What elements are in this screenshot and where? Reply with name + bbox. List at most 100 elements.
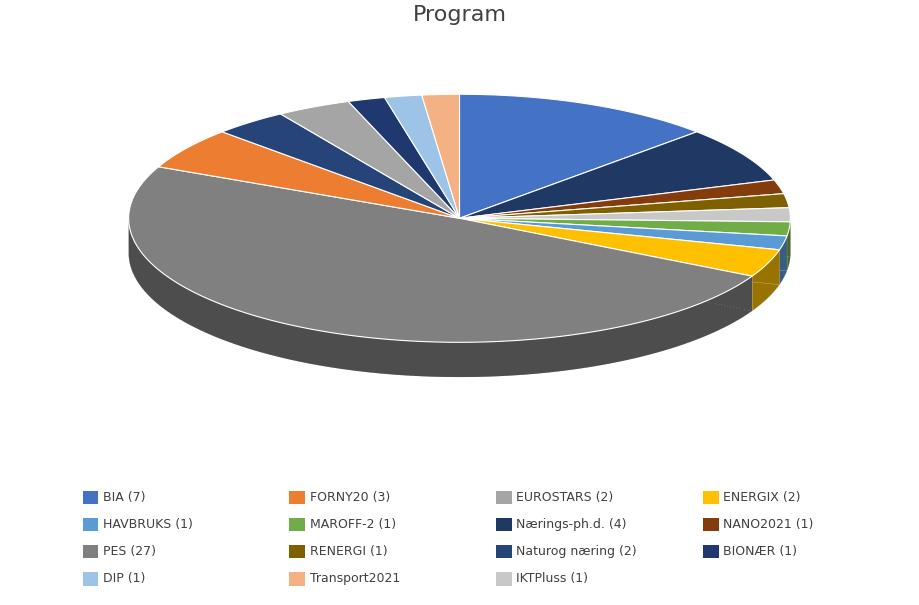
Polygon shape: [687, 307, 691, 343]
Polygon shape: [556, 336, 561, 371]
Polygon shape: [224, 306, 228, 342]
Polygon shape: [680, 310, 684, 345]
Polygon shape: [779, 236, 787, 284]
Polygon shape: [183, 286, 186, 322]
Polygon shape: [626, 324, 630, 360]
Polygon shape: [289, 324, 293, 360]
Polygon shape: [485, 342, 491, 377]
Polygon shape: [460, 208, 790, 222]
Polygon shape: [221, 304, 224, 340]
Polygon shape: [505, 341, 511, 376]
Polygon shape: [439, 342, 444, 377]
Polygon shape: [719, 294, 721, 330]
Polygon shape: [169, 278, 172, 315]
Polygon shape: [460, 342, 465, 377]
Polygon shape: [358, 336, 364, 371]
Polygon shape: [194, 292, 198, 329]
Polygon shape: [635, 322, 639, 358]
Polygon shape: [648, 319, 652, 355]
Polygon shape: [475, 342, 480, 377]
Polygon shape: [460, 180, 784, 218]
Polygon shape: [460, 132, 774, 218]
Polygon shape: [460, 218, 752, 311]
Text: BIONÆR (1): BIONÆR (1): [723, 545, 798, 558]
Polygon shape: [668, 313, 672, 349]
Polygon shape: [129, 219, 752, 377]
Polygon shape: [465, 342, 470, 377]
Polygon shape: [731, 288, 733, 324]
Polygon shape: [276, 321, 280, 357]
Polygon shape: [280, 102, 460, 218]
Polygon shape: [204, 297, 207, 333]
Polygon shape: [709, 298, 712, 335]
Polygon shape: [129, 167, 752, 342]
Polygon shape: [721, 292, 725, 329]
Polygon shape: [148, 260, 150, 297]
Text: Naturog næring (2): Naturog næring (2): [516, 545, 637, 558]
Polygon shape: [141, 251, 142, 288]
Polygon shape: [684, 308, 687, 344]
Polygon shape: [589, 332, 594, 367]
Polygon shape: [598, 330, 604, 365]
Polygon shape: [150, 262, 152, 299]
Polygon shape: [575, 334, 580, 369]
Polygon shape: [247, 313, 251, 349]
Polygon shape: [511, 341, 516, 376]
Polygon shape: [298, 327, 302, 362]
Polygon shape: [259, 317, 263, 353]
Polygon shape: [752, 250, 779, 311]
Polygon shape: [660, 316, 664, 352]
Polygon shape: [550, 337, 556, 372]
Polygon shape: [521, 340, 526, 375]
Polygon shape: [422, 94, 460, 218]
Text: Program: Program: [413, 5, 506, 25]
Polygon shape: [152, 264, 153, 301]
Polygon shape: [217, 302, 221, 339]
Polygon shape: [369, 338, 373, 373]
Polygon shape: [460, 218, 790, 257]
Polygon shape: [715, 295, 719, 332]
Polygon shape: [460, 218, 779, 284]
Polygon shape: [691, 306, 695, 342]
Polygon shape: [389, 339, 393, 374]
Polygon shape: [339, 334, 344, 369]
Polygon shape: [460, 218, 790, 236]
Polygon shape: [153, 266, 156, 302]
Polygon shape: [444, 342, 449, 377]
Polygon shape: [656, 317, 660, 353]
Polygon shape: [354, 336, 358, 371]
Polygon shape: [570, 335, 575, 370]
Polygon shape: [147, 258, 148, 295]
Polygon shape: [200, 295, 204, 332]
Polygon shape: [733, 286, 736, 322]
Text: ENERGIX (2): ENERGIX (2): [723, 491, 800, 504]
Text: Nærings-ph.d. (4): Nærings-ph.d. (4): [516, 518, 627, 531]
Polygon shape: [460, 218, 787, 250]
Polygon shape: [263, 318, 267, 354]
Polygon shape: [495, 341, 501, 376]
Polygon shape: [652, 318, 656, 354]
Polygon shape: [491, 342, 495, 376]
Polygon shape: [612, 327, 617, 363]
Polygon shape: [742, 281, 744, 318]
Text: RENERGI (1): RENERGI (1): [310, 545, 387, 558]
Polygon shape: [251, 315, 255, 350]
Polygon shape: [630, 324, 635, 359]
Polygon shape: [617, 327, 621, 362]
Polygon shape: [136, 244, 137, 280]
Text: PES (27): PES (27): [103, 545, 156, 558]
Polygon shape: [160, 271, 163, 307]
Polygon shape: [565, 335, 570, 370]
Polygon shape: [728, 289, 731, 325]
Polygon shape: [143, 255, 145, 292]
Polygon shape: [460, 218, 787, 270]
Polygon shape: [316, 330, 321, 365]
Polygon shape: [580, 333, 584, 368]
Polygon shape: [312, 329, 316, 365]
Polygon shape: [695, 304, 698, 340]
Polygon shape: [293, 325, 298, 361]
Polygon shape: [429, 342, 434, 377]
Polygon shape: [244, 312, 247, 348]
Polygon shape: [280, 322, 284, 358]
Polygon shape: [460, 218, 779, 276]
